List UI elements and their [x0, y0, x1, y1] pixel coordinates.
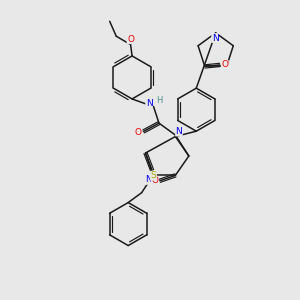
- Text: N: N: [146, 99, 152, 108]
- Text: O: O: [221, 60, 228, 69]
- Text: O: O: [127, 35, 134, 44]
- Text: O: O: [151, 176, 158, 185]
- Text: S: S: [151, 171, 157, 180]
- Text: N: N: [176, 127, 182, 136]
- Text: N: N: [212, 34, 218, 43]
- Text: N: N: [146, 176, 152, 184]
- Text: O: O: [135, 128, 142, 136]
- Text: H: H: [156, 96, 162, 105]
